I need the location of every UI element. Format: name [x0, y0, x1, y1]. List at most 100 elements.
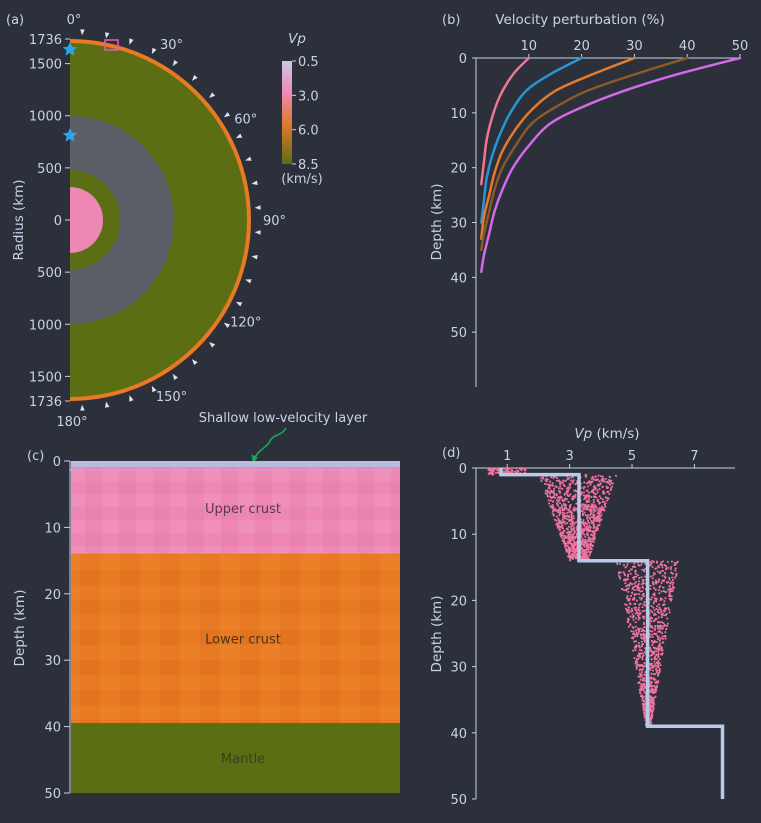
sample-point — [643, 661, 646, 665]
sample-point — [596, 489, 599, 492]
sample-point — [660, 653, 663, 656]
sample-point — [640, 671, 643, 674]
x-tick-label: 1 — [503, 449, 511, 464]
sample-point — [659, 570, 662, 573]
sample-point — [581, 530, 584, 533]
sample-point — [573, 541, 577, 544]
sample-point — [572, 495, 575, 498]
sample-point — [635, 629, 638, 632]
x-tick-label: 50 — [732, 39, 749, 54]
sample-point — [658, 621, 661, 624]
sample-point — [633, 582, 636, 585]
sample-point — [591, 544, 594, 547]
sample-point — [593, 538, 596, 541]
sample-point — [654, 647, 657, 650]
sample-point — [643, 568, 646, 571]
sample-point — [655, 671, 658, 674]
sample-point — [487, 472, 490, 475]
sample-point — [653, 629, 656, 632]
sample-point — [492, 469, 495, 472]
sample-point — [560, 496, 563, 499]
sample-point — [651, 709, 654, 712]
sample-point — [564, 543, 567, 547]
sample-point — [564, 498, 567, 501]
sample-point — [633, 602, 636, 606]
sample-point — [641, 615, 644, 618]
sample-point — [673, 576, 677, 579]
angle-label: 30° — [160, 38, 183, 53]
sample-point — [592, 510, 595, 513]
sample-point — [649, 697, 652, 701]
sample-point — [642, 703, 645, 706]
sample-point — [568, 539, 571, 543]
sample-point — [553, 509, 556, 512]
sample-point — [666, 625, 669, 628]
sample-point — [586, 485, 589, 488]
station-marker — [151, 385, 157, 393]
sample-point — [567, 500, 570, 503]
sample-point — [565, 528, 568, 531]
sample-point — [668, 593, 671, 596]
sample-point — [586, 489, 589, 492]
sample-point — [651, 652, 654, 655]
sample-point — [658, 592, 661, 595]
panel-d-scatter — [487, 466, 679, 728]
sample-point — [583, 511, 586, 514]
sample-point — [661, 566, 664, 569]
sample-point — [663, 600, 666, 603]
perturbation-curve-2 — [480, 56, 583, 224]
sample-point — [651, 596, 654, 599]
sample-point — [652, 583, 655, 586]
sample-point — [505, 469, 508, 472]
sample-point — [650, 633, 654, 636]
sample-point — [655, 607, 658, 610]
sample-point — [638, 617, 641, 620]
sample-point — [651, 580, 655, 583]
sample-point — [635, 617, 638, 620]
sample-point — [552, 500, 555, 503]
sample-point — [572, 545, 575, 548]
sample-point — [643, 679, 647, 682]
sample-point — [636, 665, 639, 668]
sample-point — [669, 587, 672, 590]
sample-point — [636, 574, 640, 577]
sample-point — [557, 519, 560, 523]
sample-point — [650, 640, 653, 643]
sample-point — [641, 697, 644, 700]
sample-point — [648, 619, 652, 622]
sample-point — [566, 490, 569, 493]
sample-point — [654, 599, 657, 602]
sample-point — [563, 539, 566, 542]
sample-point — [639, 602, 642, 605]
sample-point — [572, 554, 575, 557]
sample-point — [601, 475, 604, 478]
perturbation-curve-5 — [480, 56, 742, 274]
sample-point — [654, 658, 657, 661]
sample-point — [625, 565, 628, 568]
sample-point — [655, 684, 658, 687]
radius-tick-label: 1736 — [29, 395, 62, 410]
panel-b-curves — [480, 56, 742, 274]
sample-point — [598, 521, 601, 524]
sample-point — [606, 499, 609, 502]
sample-point — [490, 467, 493, 470]
sample-point — [596, 512, 599, 515]
sample-point — [662, 622, 665, 625]
sample-point — [590, 533, 593, 536]
sample-point — [641, 585, 644, 588]
sample-point — [658, 624, 661, 627]
radius-axis: 1736 1500 1000 500 0 500 1000 1500 1736 — [29, 33, 70, 410]
sample-point — [663, 624, 666, 627]
sample-point — [552, 496, 555, 499]
sample-point — [668, 576, 671, 579]
sample-point — [641, 590, 644, 593]
sample-point — [515, 467, 518, 470]
sample-point — [516, 469, 519, 472]
sample-point — [592, 526, 595, 530]
sample-point — [632, 649, 635, 652]
sample-point — [567, 516, 570, 519]
sample-point — [566, 493, 569, 496]
sample-point — [628, 602, 631, 605]
sample-point — [583, 525, 586, 528]
sample-point — [616, 562, 619, 566]
